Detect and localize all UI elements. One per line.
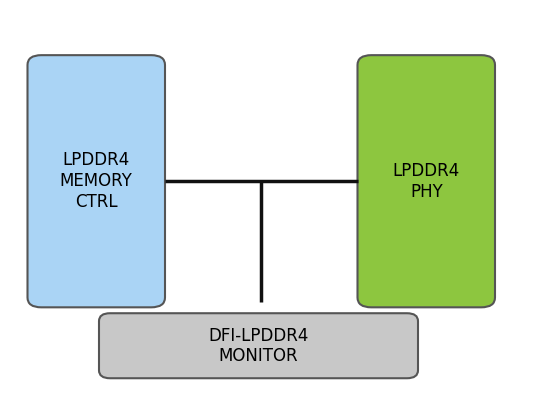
Text: DFI-LPDDR4
MONITOR: DFI-LPDDR4 MONITOR [208, 327, 309, 365]
Text: LPDDR4
PHY: LPDDR4 PHY [393, 162, 460, 201]
FancyBboxPatch shape [28, 55, 165, 307]
Text: LPDDR4
MEMORY
CTRL: LPDDR4 MEMORY CTRL [60, 151, 133, 211]
FancyBboxPatch shape [99, 313, 418, 378]
FancyBboxPatch shape [358, 55, 495, 307]
